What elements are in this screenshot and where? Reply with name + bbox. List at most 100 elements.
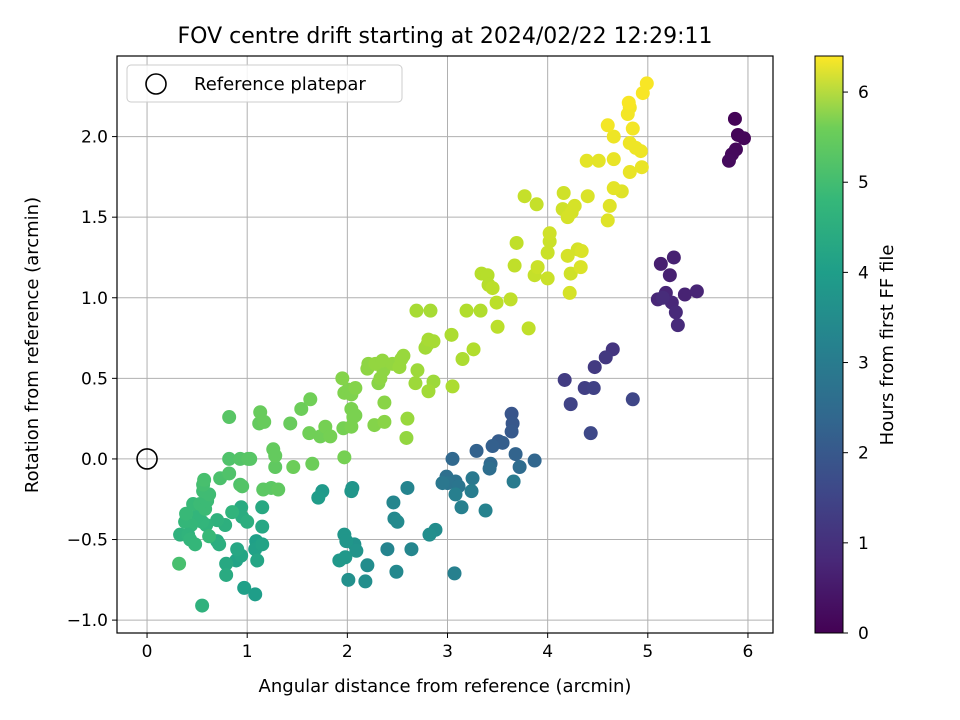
data-point [305, 456, 320, 471]
data-point [736, 131, 751, 146]
data-point [255, 537, 270, 552]
data-point [210, 513, 225, 528]
y-axis-label: Rotation from reference (arcmin) [22, 197, 43, 493]
data-point [408, 376, 423, 391]
data-point [509, 235, 524, 250]
data-point [530, 260, 545, 275]
plot-area-frame [116, 55, 774, 634]
data-point [400, 480, 415, 495]
data-point [583, 426, 598, 441]
x-tick-label: 5 [642, 642, 653, 662]
data-point [212, 537, 227, 552]
data-point [454, 500, 469, 515]
data-point [311, 490, 326, 505]
data-point [625, 392, 640, 407]
data-point [573, 260, 588, 275]
data-point [222, 410, 237, 425]
data-point [668, 305, 683, 320]
data-point [469, 443, 484, 458]
data-point [727, 111, 742, 126]
data-point [540, 271, 555, 286]
x-tick-label: 0 [142, 642, 153, 662]
data-point [542, 226, 557, 241]
data-point [670, 318, 685, 333]
data-point [634, 160, 649, 175]
data-point [302, 426, 317, 441]
data-point [529, 197, 544, 212]
data-point [459, 303, 474, 318]
data-point [602, 198, 617, 213]
legend-reference-marker [145, 73, 167, 95]
data-point [490, 319, 505, 334]
data-point [466, 342, 481, 357]
data-point [606, 129, 621, 144]
data-point [179, 506, 194, 521]
data-point [396, 348, 411, 363]
data-point [230, 542, 245, 557]
data-point [426, 334, 441, 349]
data-point [348, 381, 363, 396]
data-point [527, 453, 542, 468]
data-point [248, 587, 263, 602]
data-point [444, 327, 459, 342]
data-point [422, 527, 437, 542]
x-axis-ticks: 0 1 2 3 4 5 6 [142, 633, 753, 662]
data-point [219, 556, 234, 571]
legend-box [126, 64, 403, 103]
data-point [485, 439, 500, 454]
data-point [506, 474, 521, 489]
data-point [344, 484, 359, 499]
data-point [560, 248, 575, 263]
data-point [243, 451, 258, 466]
data-point [188, 537, 203, 552]
data-point [579, 153, 594, 168]
data-point [721, 153, 736, 168]
data-point [465, 471, 480, 486]
data-point [521, 321, 536, 336]
data-point [235, 479, 250, 494]
data-point [606, 181, 621, 196]
data-point [666, 250, 681, 265]
data-point [689, 284, 704, 299]
data-point [587, 360, 602, 375]
data-point [508, 447, 523, 462]
x-tick-label: 4 [542, 642, 553, 662]
y-tick-label: 0.0 [81, 450, 108, 470]
y-tick-label: 1.0 [81, 289, 108, 309]
colorbar [814, 55, 844, 634]
data-point [489, 295, 504, 310]
data-point [399, 430, 414, 445]
data-point [633, 144, 648, 159]
data-point [197, 472, 212, 487]
x-tick-label: 1 [242, 642, 253, 662]
data-point [404, 542, 419, 557]
data-point [639, 76, 654, 91]
y-tick-label: −1.0 [67, 611, 108, 631]
data-point [421, 384, 436, 399]
data-point [349, 543, 364, 558]
y-axis-ticks: −1.0 −0.5 0.0 0.5 1.0 1.5 2.0 [67, 128, 117, 631]
data-point [606, 152, 621, 167]
data-point [257, 414, 272, 429]
y-tick-label: 2.0 [81, 128, 108, 148]
data-point [591, 153, 606, 168]
data-point [485, 281, 500, 296]
legend: Reference platepar [126, 64, 403, 103]
data-point [271, 482, 286, 497]
data-point [621, 95, 636, 110]
data-point [335, 371, 350, 386]
data-point [255, 500, 270, 515]
data-point [655, 290, 670, 305]
data-point [380, 542, 395, 557]
data-point [677, 287, 692, 302]
data-point [339, 534, 354, 549]
data-point [435, 476, 450, 491]
data-point [563, 266, 578, 281]
data-point [341, 572, 356, 587]
data-point [222, 451, 237, 466]
data-point [482, 461, 497, 476]
data-point [600, 118, 615, 133]
data-point [598, 350, 613, 365]
